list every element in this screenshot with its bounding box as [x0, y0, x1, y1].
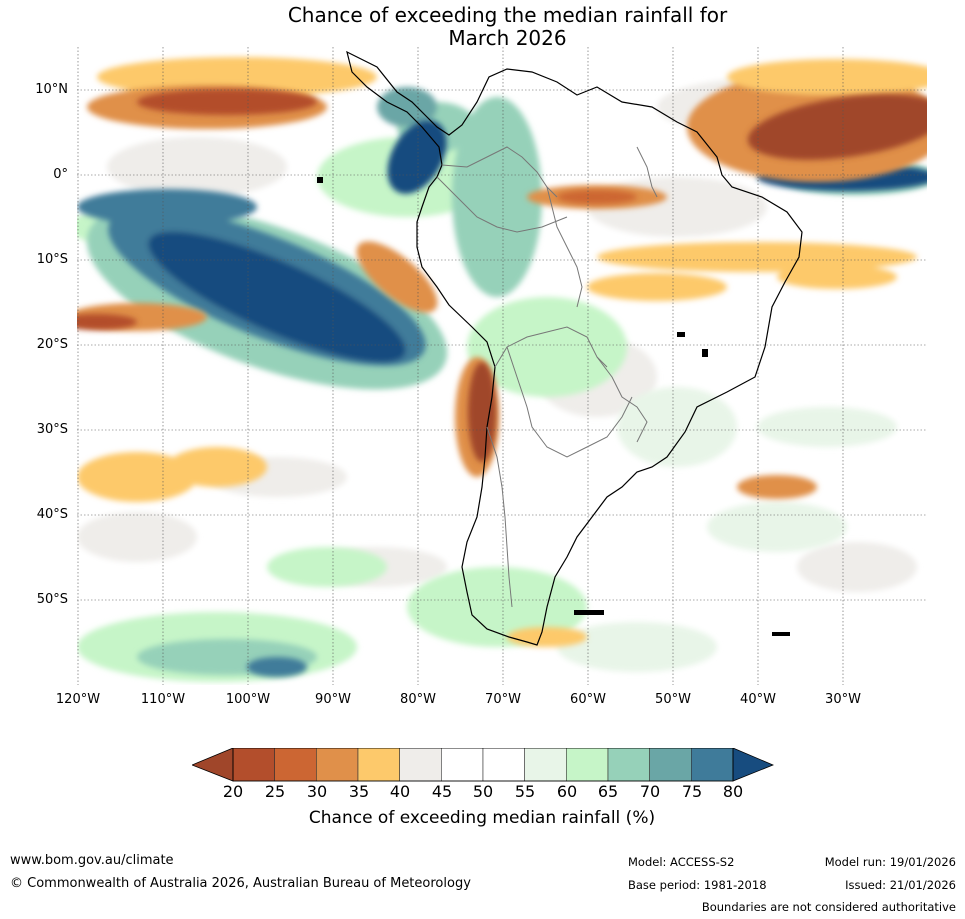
legend-swatch-50	[482, 748, 525, 782]
legend-tick-40: 40	[389, 782, 411, 801]
lat-label-0: 0°	[53, 167, 68, 182]
map-title-line1: Chance of exceeding the median rainfall …	[287, 3, 728, 27]
lon-label-30w: 30°W	[825, 692, 861, 707]
map-title: Chance of exceeding the median rainfall …	[0, 4, 965, 50]
legend-swatch-70	[649, 748, 692, 782]
lat-label-40s: 40°S	[36, 507, 68, 522]
legend-swatch-25	[274, 748, 317, 782]
lon-label-110w: 110°W	[140, 692, 186, 707]
legend-swatch-45	[441, 748, 484, 782]
legend-tick-75: 75	[681, 782, 703, 801]
lat-label-50s: 50°S	[36, 592, 68, 607]
base-period: Base period: 1981-2018	[628, 878, 767, 892]
legend-tick-65: 65	[597, 782, 619, 801]
legend-tick-50: 50	[472, 782, 494, 801]
model-name: Model: ACCESS-S2	[628, 855, 735, 869]
boundary-disclaimer: Boundaries are not considered authoritat…	[701, 900, 956, 914]
map-title-line2: March 2026	[448, 26, 567, 50]
legend-tick-70: 70	[639, 782, 661, 801]
map-canvas	[77, 47, 927, 685]
legend-swatch-65	[607, 748, 650, 782]
issued-date: Issued: 21/01/2026	[845, 878, 956, 892]
legend-tick-35: 35	[348, 782, 370, 801]
lon-label-50w: 50°W	[655, 692, 691, 707]
legend-tick-80: 80	[722, 782, 744, 801]
model-run: Model run: 19/01/2026	[824, 855, 956, 869]
south-america-coastline	[346, 50, 803, 646]
lon-label-120w: 120°W	[55, 692, 101, 707]
legend-tick-60: 60	[556, 782, 578, 801]
website-link[interactable]: www.bom.gov.au/climate	[10, 853, 174, 868]
lat-lon-grid	[77, 47, 927, 685]
legend-tick-20: 20	[222, 782, 244, 801]
legend-swatch-75	[691, 748, 734, 782]
legend-swatch-55	[524, 748, 567, 782]
brown-very-dry-areas	[77, 89, 927, 462]
legend-tick-25: 25	[264, 782, 286, 801]
legend-swatch-40	[399, 748, 442, 782]
lon-label-60w: 60°W	[570, 692, 606, 707]
lat-label-10s: 10°S	[36, 252, 68, 267]
lat-label-10n: 10°N	[35, 82, 68, 97]
legend-label: Chance of exceeding median rainfall (%)	[308, 808, 656, 828]
legend-arrow-high	[732, 748, 774, 782]
lon-label-40w: 40°W	[740, 692, 776, 707]
lon-label-90w: 90°W	[315, 692, 351, 707]
country-borders	[436, 146, 658, 608]
legend-swatch-60	[566, 748, 609, 782]
legend-swatch-35	[357, 748, 400, 782]
islands	[317, 177, 790, 636]
legend-swatch-30	[316, 748, 359, 782]
legend-swatch-20	[232, 748, 275, 782]
legend-tick-30: 30	[306, 782, 328, 801]
lon-label-80w: 80°W	[400, 692, 436, 707]
lat-label-20s: 20°S	[36, 337, 68, 352]
copyright-text: © Commonwealth of Australia 2026, Austra…	[10, 876, 471, 891]
lon-label-100w: 100°W	[225, 692, 271, 707]
lat-label-30s: 30°S	[36, 422, 68, 437]
lon-label-70w: 70°W	[485, 692, 521, 707]
legend-tick-55: 55	[514, 782, 536, 801]
color-legend-bar	[192, 748, 774, 782]
rainfall-map	[77, 47, 927, 685]
legend-tick-45: 45	[431, 782, 453, 801]
legend-arrow-low	[192, 748, 234, 782]
legend-bar-outline	[232, 748, 734, 782]
